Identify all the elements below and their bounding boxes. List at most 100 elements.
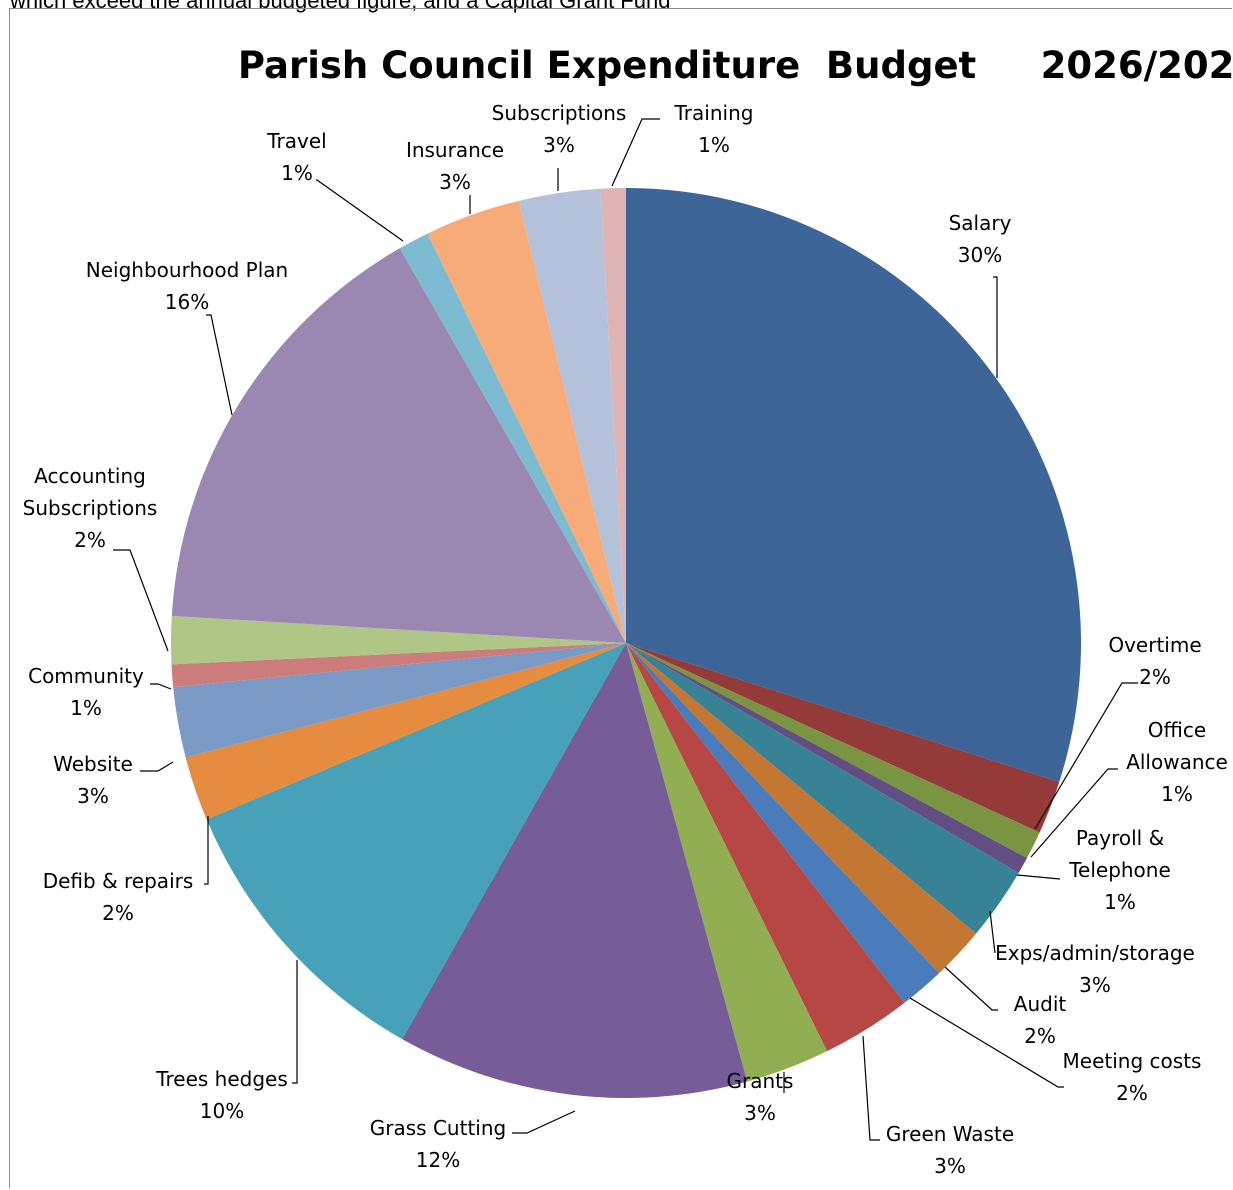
- slice-label-defib-repairs: Defib & repairs 2%: [43, 869, 194, 925]
- leader-line-travel: [316, 179, 404, 242]
- slice-percent-label: 10%: [200, 1099, 244, 1123]
- chart-frame: [9, 8, 1232, 1188]
- slice-name-label: Grass Cutting: [370, 1116, 506, 1140]
- slice-name-label: Overtime: [1108, 633, 1201, 657]
- slice-label-community: Community 1%: [28, 664, 144, 720]
- slice-label-trees-hedges: Trees hedges 10%: [155, 1067, 288, 1123]
- slice-percent-label: 3%: [1079, 973, 1111, 997]
- slice-label-subscriptions: Subscriptions 3%: [492, 101, 627, 157]
- slice-label-training: Training 1%: [674, 101, 754, 157]
- slice-accounting-subscriptions: [170, 615, 626, 665]
- slice-name-label: Accounting: [34, 464, 146, 488]
- slice-website: [173, 643, 626, 758]
- leader-line-exps-admin-storage: [989, 910, 996, 954]
- slice-name-label: Meeting costs: [1063, 1049, 1202, 1073]
- slice-percent-label: 3%: [744, 1101, 776, 1125]
- slice-name-label: Salary: [949, 211, 1012, 235]
- slice-label-grass-cutting: Grass Cutting 12%: [370, 1116, 506, 1172]
- slice-name-label: Travel: [266, 129, 326, 153]
- slice-training: [600, 188, 626, 643]
- slice-name-label: Payroll &: [1076, 826, 1164, 850]
- leader-line-defib-repairs: [204, 816, 209, 885]
- slice-percent-label: 3%: [439, 170, 471, 194]
- slice-office-allowance: [626, 643, 1040, 859]
- leader-line-salary: [993, 276, 998, 378]
- slice-percent-label: 12%: [416, 1148, 460, 1172]
- slice-exps-admin-storage: [626, 643, 1019, 934]
- slice-label-overtime: Overtime 2%: [1108, 633, 1201, 689]
- slice-name-label: Telephone: [1068, 858, 1171, 882]
- slice-name-label: Grants: [727, 1069, 794, 1093]
- slice-percent-label: 2%: [74, 528, 106, 552]
- leader-line-grass-cutting: [512, 1110, 576, 1134]
- leader-line-audit: [944, 966, 998, 1011]
- chart-title: Parish Council Expenditure Budget 2026/2…: [238, 44, 1233, 87]
- slice-travel: [399, 233, 626, 643]
- slice-name-label: Audit: [1014, 992, 1067, 1016]
- slice-label-salary: Salary 30%: [949, 211, 1012, 267]
- slice-label-grants: Grants 3%: [727, 1069, 794, 1125]
- leader-line-accounting-subscriptions: [113, 549, 169, 652]
- slice-payroll-telephone: [626, 643, 1027, 873]
- slice-label-meeting-costs: Meeting costs 2%: [1063, 1049, 1202, 1105]
- slice-percent-label: 2%: [1116, 1081, 1148, 1105]
- leader-line-overtime: [1034, 682, 1138, 830]
- slice-label-office-allowance: Office Allowance 1%: [1126, 718, 1228, 806]
- leader-line-website: [140, 761, 174, 772]
- slice-overtime: [626, 643, 1060, 833]
- slice-name-label: Office: [1148, 718, 1206, 742]
- slice-name-label: Defib & repairs: [43, 869, 194, 893]
- leader-line-office-allowance: [1030, 768, 1118, 858]
- slice-label-payroll-telephone: Payroll & Telephone 1%: [1068, 826, 1171, 914]
- slice-name-label: Training: [674, 101, 754, 125]
- slice-grass-cutting: [402, 643, 748, 1098]
- leader-line-training: [611, 118, 660, 187]
- slice-name-label: Website: [53, 752, 133, 776]
- leader-line-trees-hedges: [292, 960, 298, 1084]
- slice-name-label: Subscriptions: [492, 101, 627, 125]
- slice-insurance: [427, 200, 626, 644]
- slice-percent-label: 1%: [698, 133, 730, 157]
- slice-percent-label: 3%: [934, 1154, 966, 1178]
- pie-slices: [170, 188, 1082, 1098]
- slice-percent-label: 30%: [958, 243, 1002, 267]
- slice-percent-label: 3%: [77, 784, 109, 808]
- slice-percent-label: 2%: [102, 901, 134, 925]
- slice-label-insurance: Insurance 3%: [406, 138, 504, 194]
- slice-label-accounting-subscriptions: Accounting Subscriptions 2%: [23, 464, 158, 552]
- slice-label-audit: Audit 2%: [1014, 992, 1067, 1048]
- slice-community: [171, 643, 626, 688]
- leader-line-green-waste: [862, 1035, 880, 1141]
- slice-name-label: Green Waste: [886, 1122, 1014, 1146]
- leader-line-payroll-telephone: [1016, 874, 1061, 880]
- leader-line-community: [150, 683, 172, 690]
- slice-percent-label: 1%: [70, 696, 102, 720]
- slice-percent-label: 2%: [1024, 1024, 1056, 1048]
- slice-subscriptions: [518, 188, 626, 643]
- slice-salary: [626, 188, 1082, 782]
- slice-label-neighbourhood-plan: Neighbourhood Plan 16%: [86, 258, 288, 314]
- slice-audit: [626, 643, 977, 974]
- slice-name-label: Allowance: [1126, 750, 1228, 774]
- slice-name-label: Subscriptions: [23, 496, 158, 520]
- slice-labels: Salary 30%Overtime 2%Office Allowance 1%Payr…: [23, 101, 1228, 1178]
- leader-line-neighbourhood-plan: [206, 314, 233, 416]
- slice-green-waste: [626, 643, 905, 1052]
- leader-lines: [113, 118, 1138, 1141]
- slice-name-label: Neighbourhood Plan: [86, 258, 288, 282]
- slice-neighbourhood-plan: [171, 248, 626, 643]
- slice-defib-repairs: [185, 643, 626, 820]
- leader-line-meeting-costs: [909, 997, 1064, 1088]
- slice-trees-hedges: [206, 643, 626, 1040]
- slice-grants: [626, 643, 828, 1082]
- slice-label-exps-admin-storage: Exps/admin/storage 3%: [995, 941, 1195, 997]
- slice-label-website: Website 3%: [53, 752, 133, 808]
- truncated-document-text: which exceed the annual budgeted figure,…: [10, 0, 671, 13]
- slice-label-travel: Travel 1%: [266, 129, 326, 185]
- slice-label-green-waste: Green Waste 3%: [886, 1122, 1014, 1178]
- slice-name-label: Trees hedges: [155, 1067, 288, 1091]
- slice-name-label: Community: [28, 664, 144, 688]
- slice-name-label: Exps/admin/storage: [995, 941, 1195, 965]
- slice-meeting-costs: [626, 643, 940, 1003]
